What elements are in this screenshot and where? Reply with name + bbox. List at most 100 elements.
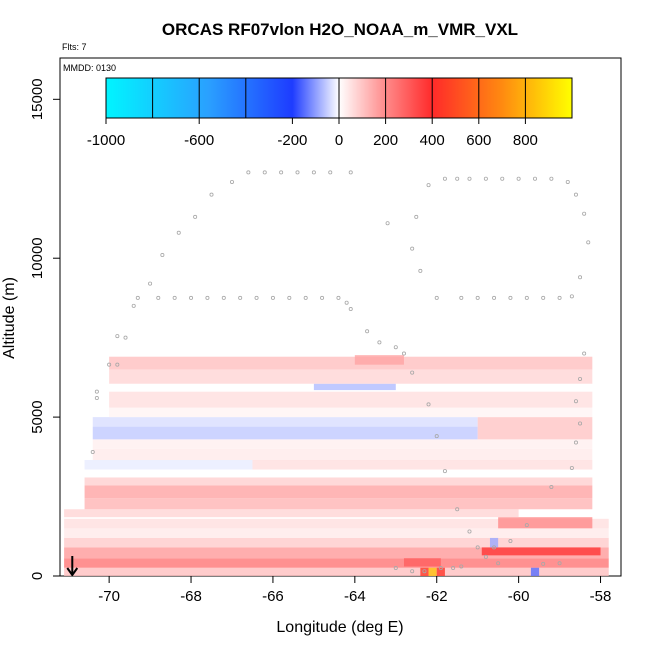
track-point	[492, 545, 497, 550]
x-axis-label: Longitude (deg E)	[276, 619, 403, 636]
track-point	[418, 268, 423, 273]
track-point	[500, 176, 505, 181]
heatmap-cell	[109, 407, 593, 418]
track-point	[586, 240, 591, 245]
track-point	[94, 396, 99, 401]
track-point	[459, 295, 464, 300]
heatmap-cell	[64, 558, 609, 568]
track-point	[393, 566, 398, 571]
track-point	[573, 192, 578, 197]
track-point	[426, 183, 431, 188]
track-point	[508, 295, 513, 300]
colorbar: -1000 -600 -200 0 200 400 600 800	[87, 77, 573, 149]
heatmap-cell	[489, 537, 499, 548]
track-point	[434, 295, 439, 300]
track-point	[344, 300, 349, 305]
track-point	[410, 246, 415, 251]
colorbar-tick-label: 800	[513, 132, 538, 149]
track-point	[287, 295, 292, 300]
track-point	[135, 295, 140, 300]
date-label: MMDD: 0130	[63, 63, 116, 73]
track-point	[459, 564, 464, 569]
track-point	[524, 295, 529, 300]
colorbar-tick-label: -1000	[87, 132, 125, 149]
track-point	[320, 295, 325, 300]
track-point	[107, 362, 112, 367]
colorbar-dividers	[152, 78, 526, 118]
heatmap-cell	[403, 558, 441, 567]
colorbar-tick-label: 0	[335, 132, 343, 149]
heatmap-cell	[84, 460, 253, 470]
heatmap-cells	[64, 355, 609, 576]
colorbar-labels: -1000 -600 -200 0 200 400 600 800	[87, 118, 538, 149]
track-point	[533, 176, 538, 181]
track-point	[467, 529, 472, 534]
track-point	[475, 545, 480, 550]
track-point	[467, 176, 472, 181]
track-point	[573, 399, 578, 404]
track-point	[295, 170, 300, 175]
track-point	[172, 295, 177, 300]
x-tick-label: -62	[426, 588, 448, 605]
track-point	[455, 507, 460, 512]
x-tick-label: -70	[98, 588, 120, 605]
track-point	[229, 179, 234, 184]
track-point	[303, 295, 308, 300]
track-point	[115, 362, 120, 367]
track-point	[328, 170, 333, 175]
start-arrow-head	[66, 567, 79, 577]
x-tick-label: -60	[508, 588, 530, 605]
heatmap-cell	[64, 528, 609, 538]
track-point	[262, 170, 267, 175]
track-point	[569, 465, 574, 470]
track-point	[148, 281, 153, 286]
heatmap-cell	[64, 509, 519, 518]
track-point	[492, 295, 497, 300]
heatmap-cell	[481, 547, 601, 556]
y-axis-label: Altitude (m)	[1, 277, 18, 359]
track-point	[549, 176, 554, 181]
track-point	[131, 303, 136, 308]
track-point	[410, 370, 415, 375]
track-point	[557, 295, 562, 300]
track-point	[377, 340, 382, 345]
chart-title: ORCAS RF07vlon H2O_NOAA_m_VMR_VXL	[162, 20, 518, 39]
track-point	[455, 176, 460, 181]
y-tick-label: 10000	[29, 237, 46, 279]
track-point	[401, 351, 406, 356]
colorbar-tick-label: 200	[373, 132, 398, 149]
track-point	[496, 561, 501, 566]
track-point	[410, 569, 415, 574]
track-point	[279, 170, 284, 175]
track-point	[549, 485, 554, 490]
track-point	[311, 170, 316, 175]
track-point	[569, 294, 574, 299]
track-point	[582, 211, 587, 216]
track-point	[434, 434, 439, 439]
track-point	[176, 230, 181, 235]
track-point	[193, 214, 198, 219]
track-point	[475, 295, 480, 300]
track-point	[422, 569, 427, 574]
track-point	[483, 176, 488, 181]
colorbar-tick-label: 400	[420, 132, 445, 149]
track-point	[270, 295, 275, 300]
track-point	[90, 450, 95, 455]
track-point	[451, 566, 456, 571]
track-point	[582, 351, 587, 356]
track-point	[189, 295, 194, 300]
heatmap-cell	[420, 567, 429, 576]
track-point	[209, 192, 214, 197]
heatmap-cell	[64, 537, 609, 548]
heatmap-cell	[92, 426, 478, 440]
heatmap-cell	[64, 518, 609, 529]
x-tick-label: -66	[262, 588, 284, 605]
track-point	[541, 561, 546, 566]
heatmap-cell	[530, 567, 540, 576]
track-point	[393, 345, 398, 350]
heatmap-cell	[428, 567, 437, 576]
heatmap-cell	[92, 439, 593, 449]
heatmap-cell	[109, 369, 593, 384]
track-point	[557, 561, 562, 566]
track-point	[123, 335, 128, 340]
